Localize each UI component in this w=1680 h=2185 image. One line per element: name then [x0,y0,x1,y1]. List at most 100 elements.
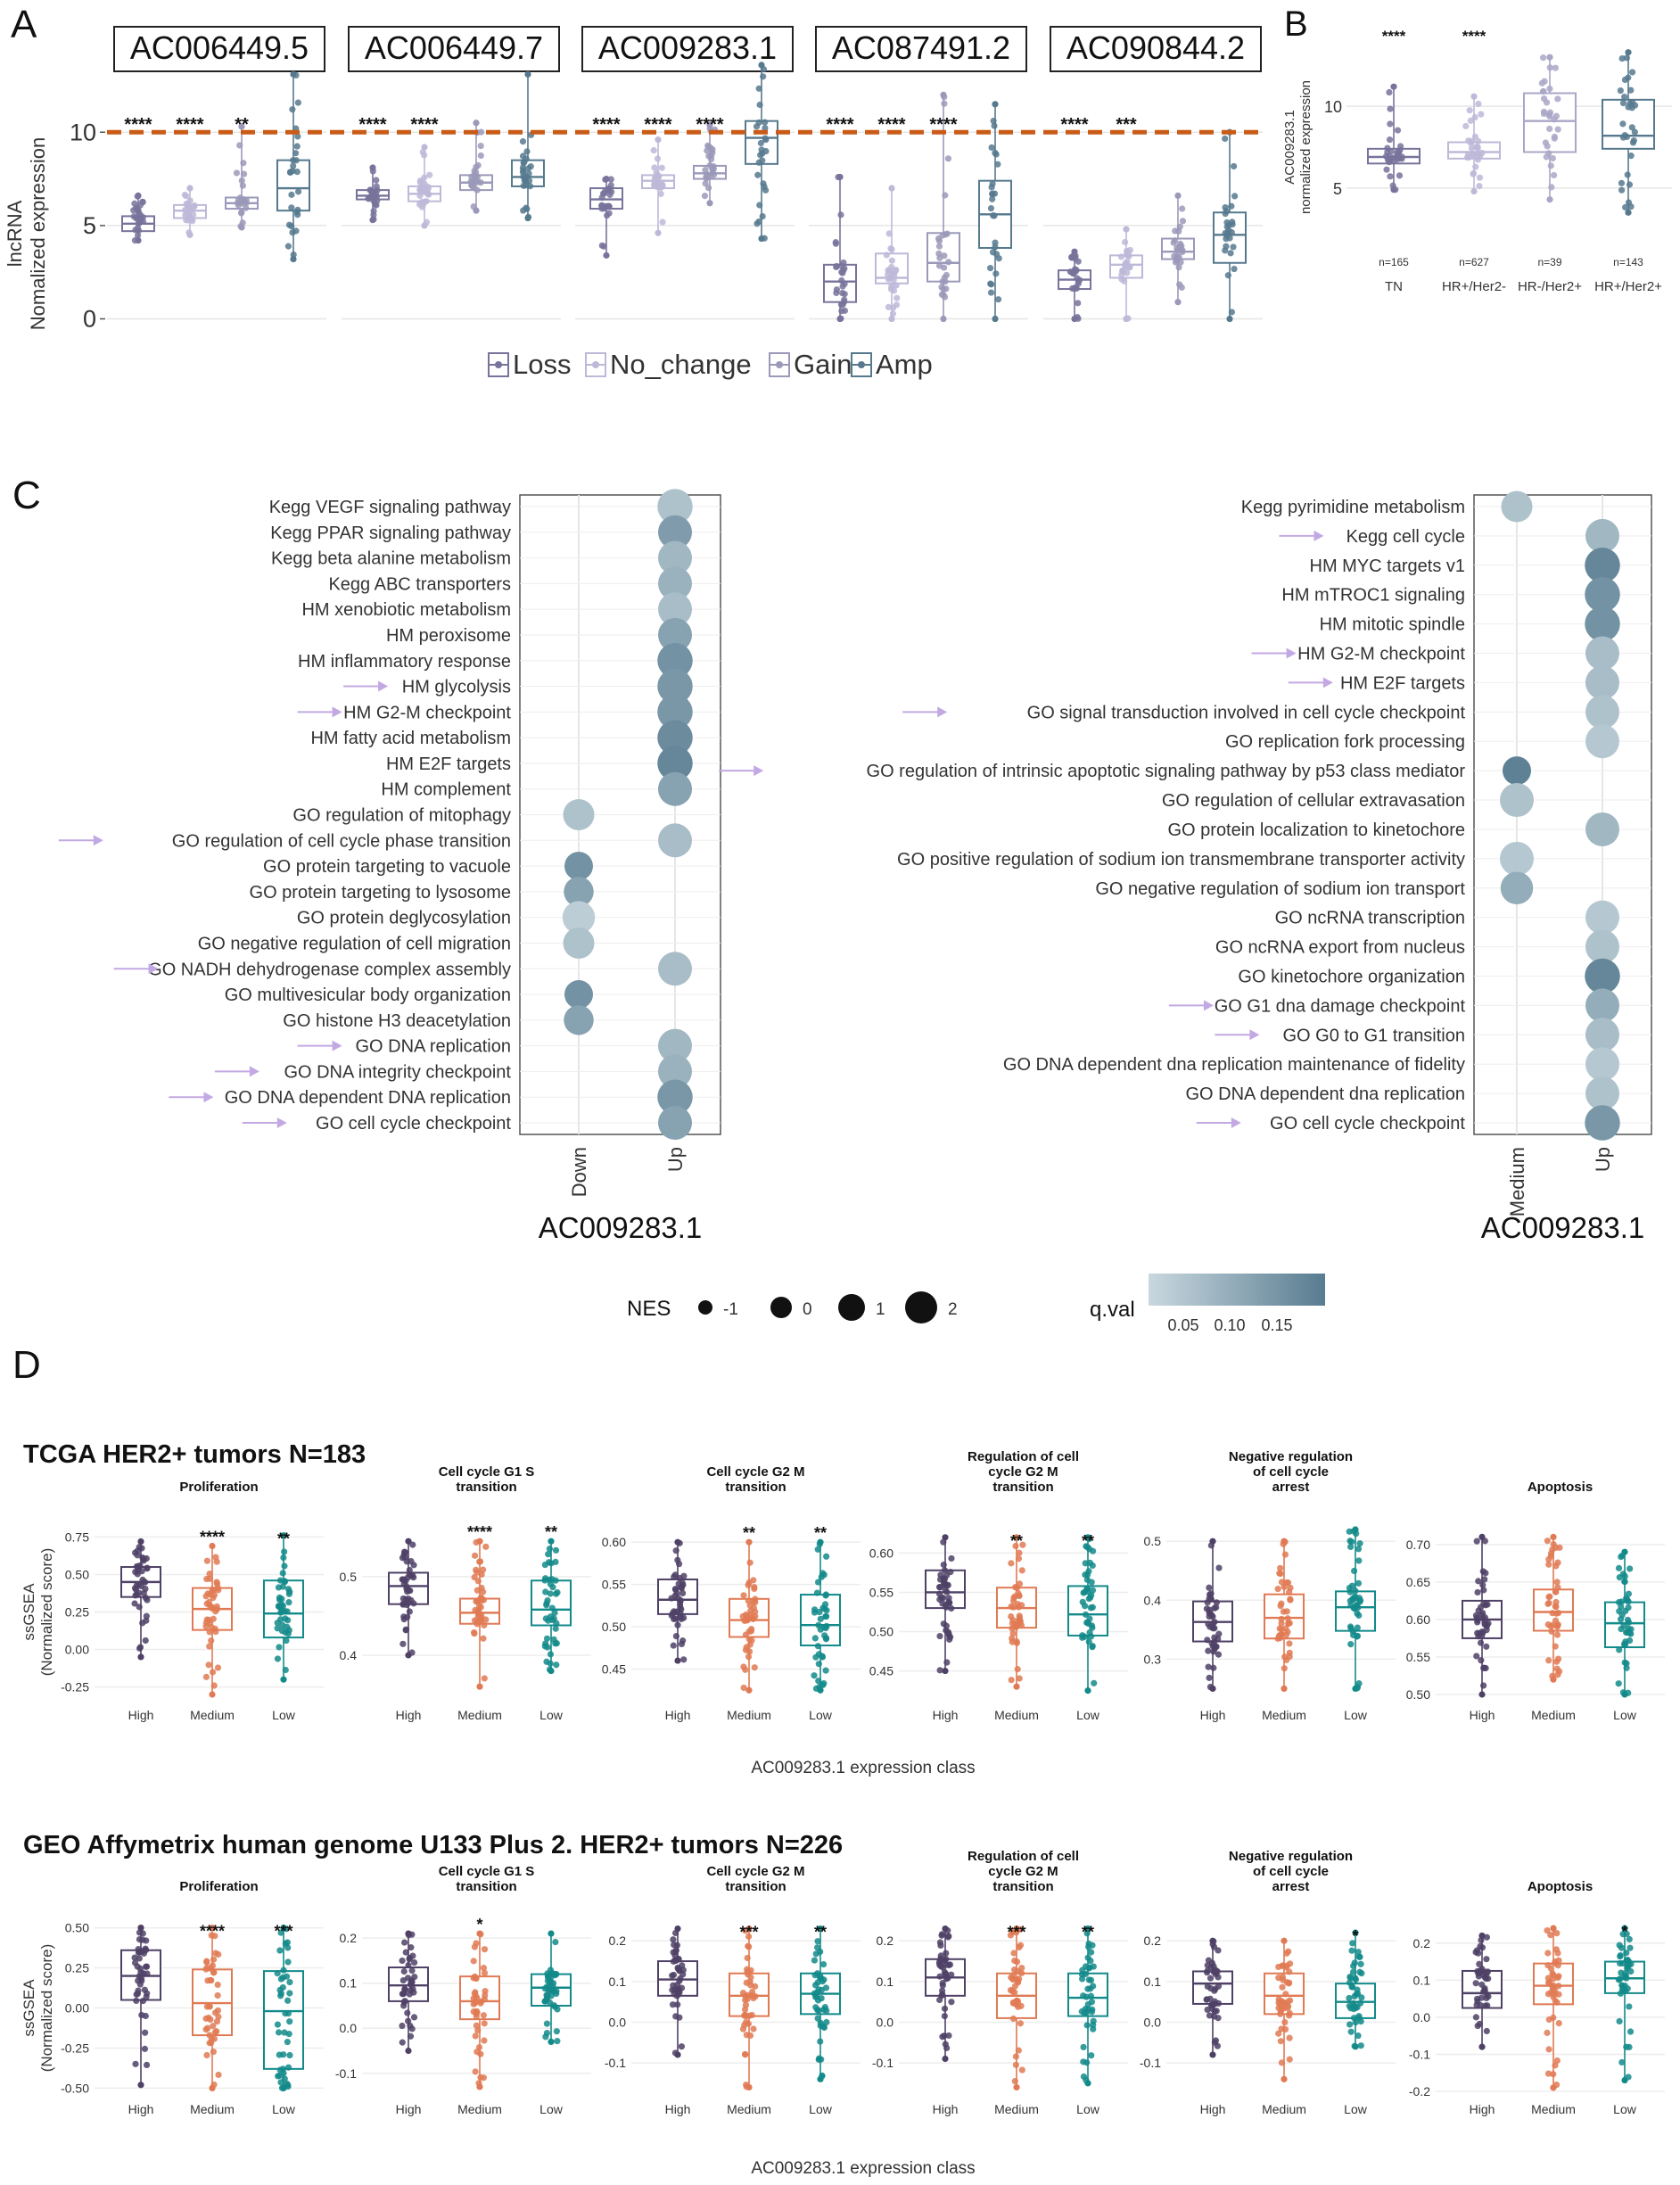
data-point-max [524,70,531,78]
data-point [1545,1599,1552,1607]
x-tick-label: Medium [190,2102,235,2116]
enrichment-dot [564,980,593,1010]
term-row: HM peroxisome [386,617,721,652]
data-point [1626,1935,1633,1943]
gene-panel-AC009283.1: AC009283.1 **** **** **** [575,26,795,320]
data-point [670,1936,677,1943]
y-tick-label: -0.1 [1140,2056,1161,2070]
data-point [208,1604,216,1611]
data-point [1554,1962,1561,1969]
data-point [293,143,301,150]
data-point [1010,1597,1017,1604]
data-point [1619,134,1627,141]
enrichment-dot [658,823,692,858]
y-axis-label-line: ssGSEA [21,1979,37,2037]
panel-title-line: Negative regulation [1229,1849,1353,1864]
data-point [941,100,948,107]
data-point [1286,1997,1294,2004]
data-point [278,1627,286,1635]
term-row: GO regulation of intrinsic apoptotic sig… [719,756,1651,786]
data-point [239,182,246,189]
panel-title-line: Regulation of cell [968,1449,1079,1464]
data-point [480,1635,487,1642]
data-point [543,1635,551,1642]
term-row: Kegg pyrimidine metabolism [1241,491,1651,523]
strip-title: AC006449.7 [365,29,543,66]
data-point [669,2001,677,2008]
data-point [1356,1953,1363,1960]
data-point [474,1607,482,1614]
term-label: HM glycolysis [402,678,511,697]
data-point-max [836,173,844,181]
data-point [418,198,425,206]
enrichment-dot [658,592,692,627]
data-point [1626,1944,1634,1951]
data-point [1090,1983,1097,1990]
data-point [1476,174,1484,181]
data-point [1355,1990,1362,1997]
x-tick-label: Medium [1262,2102,1306,2116]
highlight-arrow-head [1286,647,1297,659]
box-Low-points [1615,1548,1635,1698]
data-point [406,1566,413,1574]
data-point [1347,2028,1355,2035]
data-point [1481,1986,1488,1994]
y-tick-label: 0.0 [609,2015,627,2029]
box-Gain-points [467,120,485,214]
data-point [757,152,764,159]
panel-title-line: Cell cycle G1 S [439,1464,535,1480]
data-point-max [745,1538,753,1546]
data-point [821,1605,828,1612]
data-point [286,2018,293,2025]
enrichment-dot [1585,606,1620,642]
data-point [1018,2066,1025,2074]
data-point [1283,1579,1290,1587]
data-point [212,1950,219,1957]
highlight-arrow-head [1203,1000,1214,1011]
term-label: GO regulation of cell cycle phase transi… [172,831,511,851]
data-point [1396,154,1404,161]
data-point [1352,1975,1359,1982]
data-point [1079,1966,1086,1974]
data-point [1624,1985,1631,1992]
term-label: HM inflammatory response [298,652,511,672]
data-point [1350,2006,1357,2013]
data-point [679,1589,687,1596]
data-point [1346,1994,1353,2002]
significance-stars: * [476,1916,482,1934]
data-point [935,1583,943,1591]
data-point [1550,1993,1557,2000]
data-point [1552,1610,1561,1617]
data-point [742,2051,749,2058]
data-point [400,1576,408,1583]
data-point [478,128,485,136]
data-point [288,204,295,211]
data-point [1555,1991,1562,1998]
term-label: HM xenobiotic metabolism [301,600,511,620]
data-point [885,303,892,310]
data-point [140,1589,147,1596]
data-point [744,1954,751,1962]
enrichment-dot [1501,491,1533,523]
data-point [605,210,613,217]
data-point [289,106,296,113]
data-point [832,240,839,247]
panel-title-line: transition [725,1480,786,1495]
term-label: GO DNA dependent DNA replication [225,1088,511,1108]
term-label: GO signal transduction involved in cell … [1027,703,1466,722]
data-point [1548,184,1555,191]
data-point [294,99,301,106]
x-tick-label: HR+/Her2- [1442,279,1506,294]
data-point [1543,99,1551,106]
panel-title-line: Negative regulation [1229,1449,1353,1464]
y-tick-label: 0.25 [65,1605,89,1620]
data-point [888,257,895,264]
data-point-max [280,1532,287,1539]
data-point [1287,1595,1294,1603]
data-point [1346,1584,1353,1592]
data-point-max [405,1930,412,1937]
term-label: GO cell cycle checkpoint [316,1114,511,1134]
data-point [1286,1620,1293,1627]
legend-key-dot [858,361,865,368]
enrichment-dot [657,489,693,524]
